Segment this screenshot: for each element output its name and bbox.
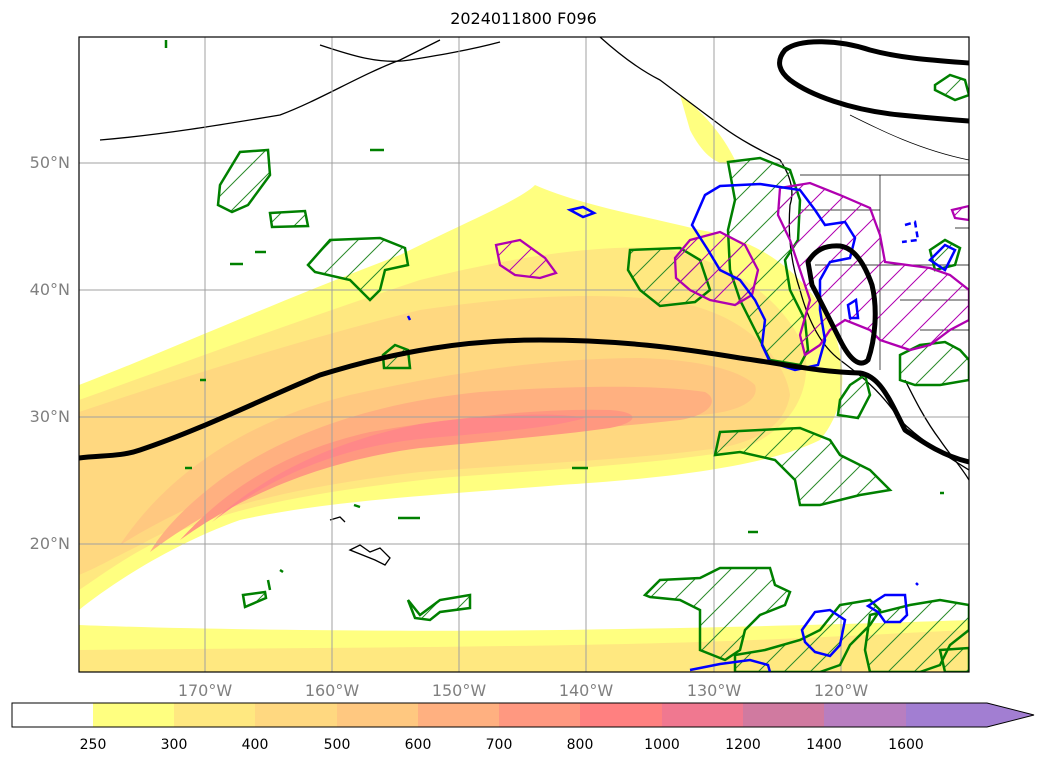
colorbar-tick-label: 300 — [160, 737, 188, 753]
colorbar-segment — [93, 703, 174, 727]
colorbar-tick-label: 1400 — [806, 737, 842, 753]
colorbar-tick-label: 800 — [566, 737, 594, 753]
colorbar-tick-label: 400 — [241, 737, 269, 753]
colorbar-tick-label: 700 — [485, 737, 513, 753]
colorbar-outline — [11, 702, 1035, 728]
colorbar-segment — [12, 703, 93, 727]
lon-label-170w: 170°W — [177, 681, 233, 700]
lon-label-130w: 130°W — [686, 681, 742, 700]
colorbar-tick-label: 1200 — [725, 737, 761, 753]
colorbar-tick-label: 1600 — [888, 737, 924, 753]
colorbar-tick-label: 250 — [79, 737, 107, 753]
colorbar-tick-label: 500 — [323, 737, 351, 753]
black-contours — [79, 39, 969, 465]
colorbar-segment — [580, 703, 662, 727]
colorbar-segment — [337, 703, 418, 727]
lat-label-50n: 50°N — [29, 153, 70, 172]
colorbar-segment — [418, 703, 499, 727]
lat-label-20n: 20°N — [29, 534, 70, 553]
colorbar-tick-label: 1000 — [644, 737, 680, 753]
lon-label-160w: 160°W — [304, 681, 360, 700]
colorbar-segment — [743, 703, 824, 727]
colorbar-segment — [662, 703, 743, 727]
lat-label-30n: 30°N — [29, 407, 70, 426]
colorbar-segment — [255, 703, 337, 727]
colorbar-tick-label: 600 — [404, 737, 432, 753]
map-title: 2024011800 F096 — [450, 9, 597, 28]
lat-label-40n: 40°N — [29, 280, 70, 299]
colorbar — [11, 702, 1035, 728]
colorbar-segment — [824, 703, 906, 727]
map-area — [79, 37, 969, 672]
green-small-contours — [164, 40, 944, 591]
lon-label-140w: 140°W — [558, 681, 614, 700]
map-frame — [78, 36, 970, 673]
colorbar-extend-arrow — [906, 703, 1034, 727]
lon-label-120w: 120°W — [813, 681, 869, 700]
green-hatched-contours — [216, 73, 969, 672]
colorbar-segment — [174, 703, 255, 727]
lon-label-150w: 150°W — [431, 681, 487, 700]
colorbar-segment — [499, 703, 580, 727]
